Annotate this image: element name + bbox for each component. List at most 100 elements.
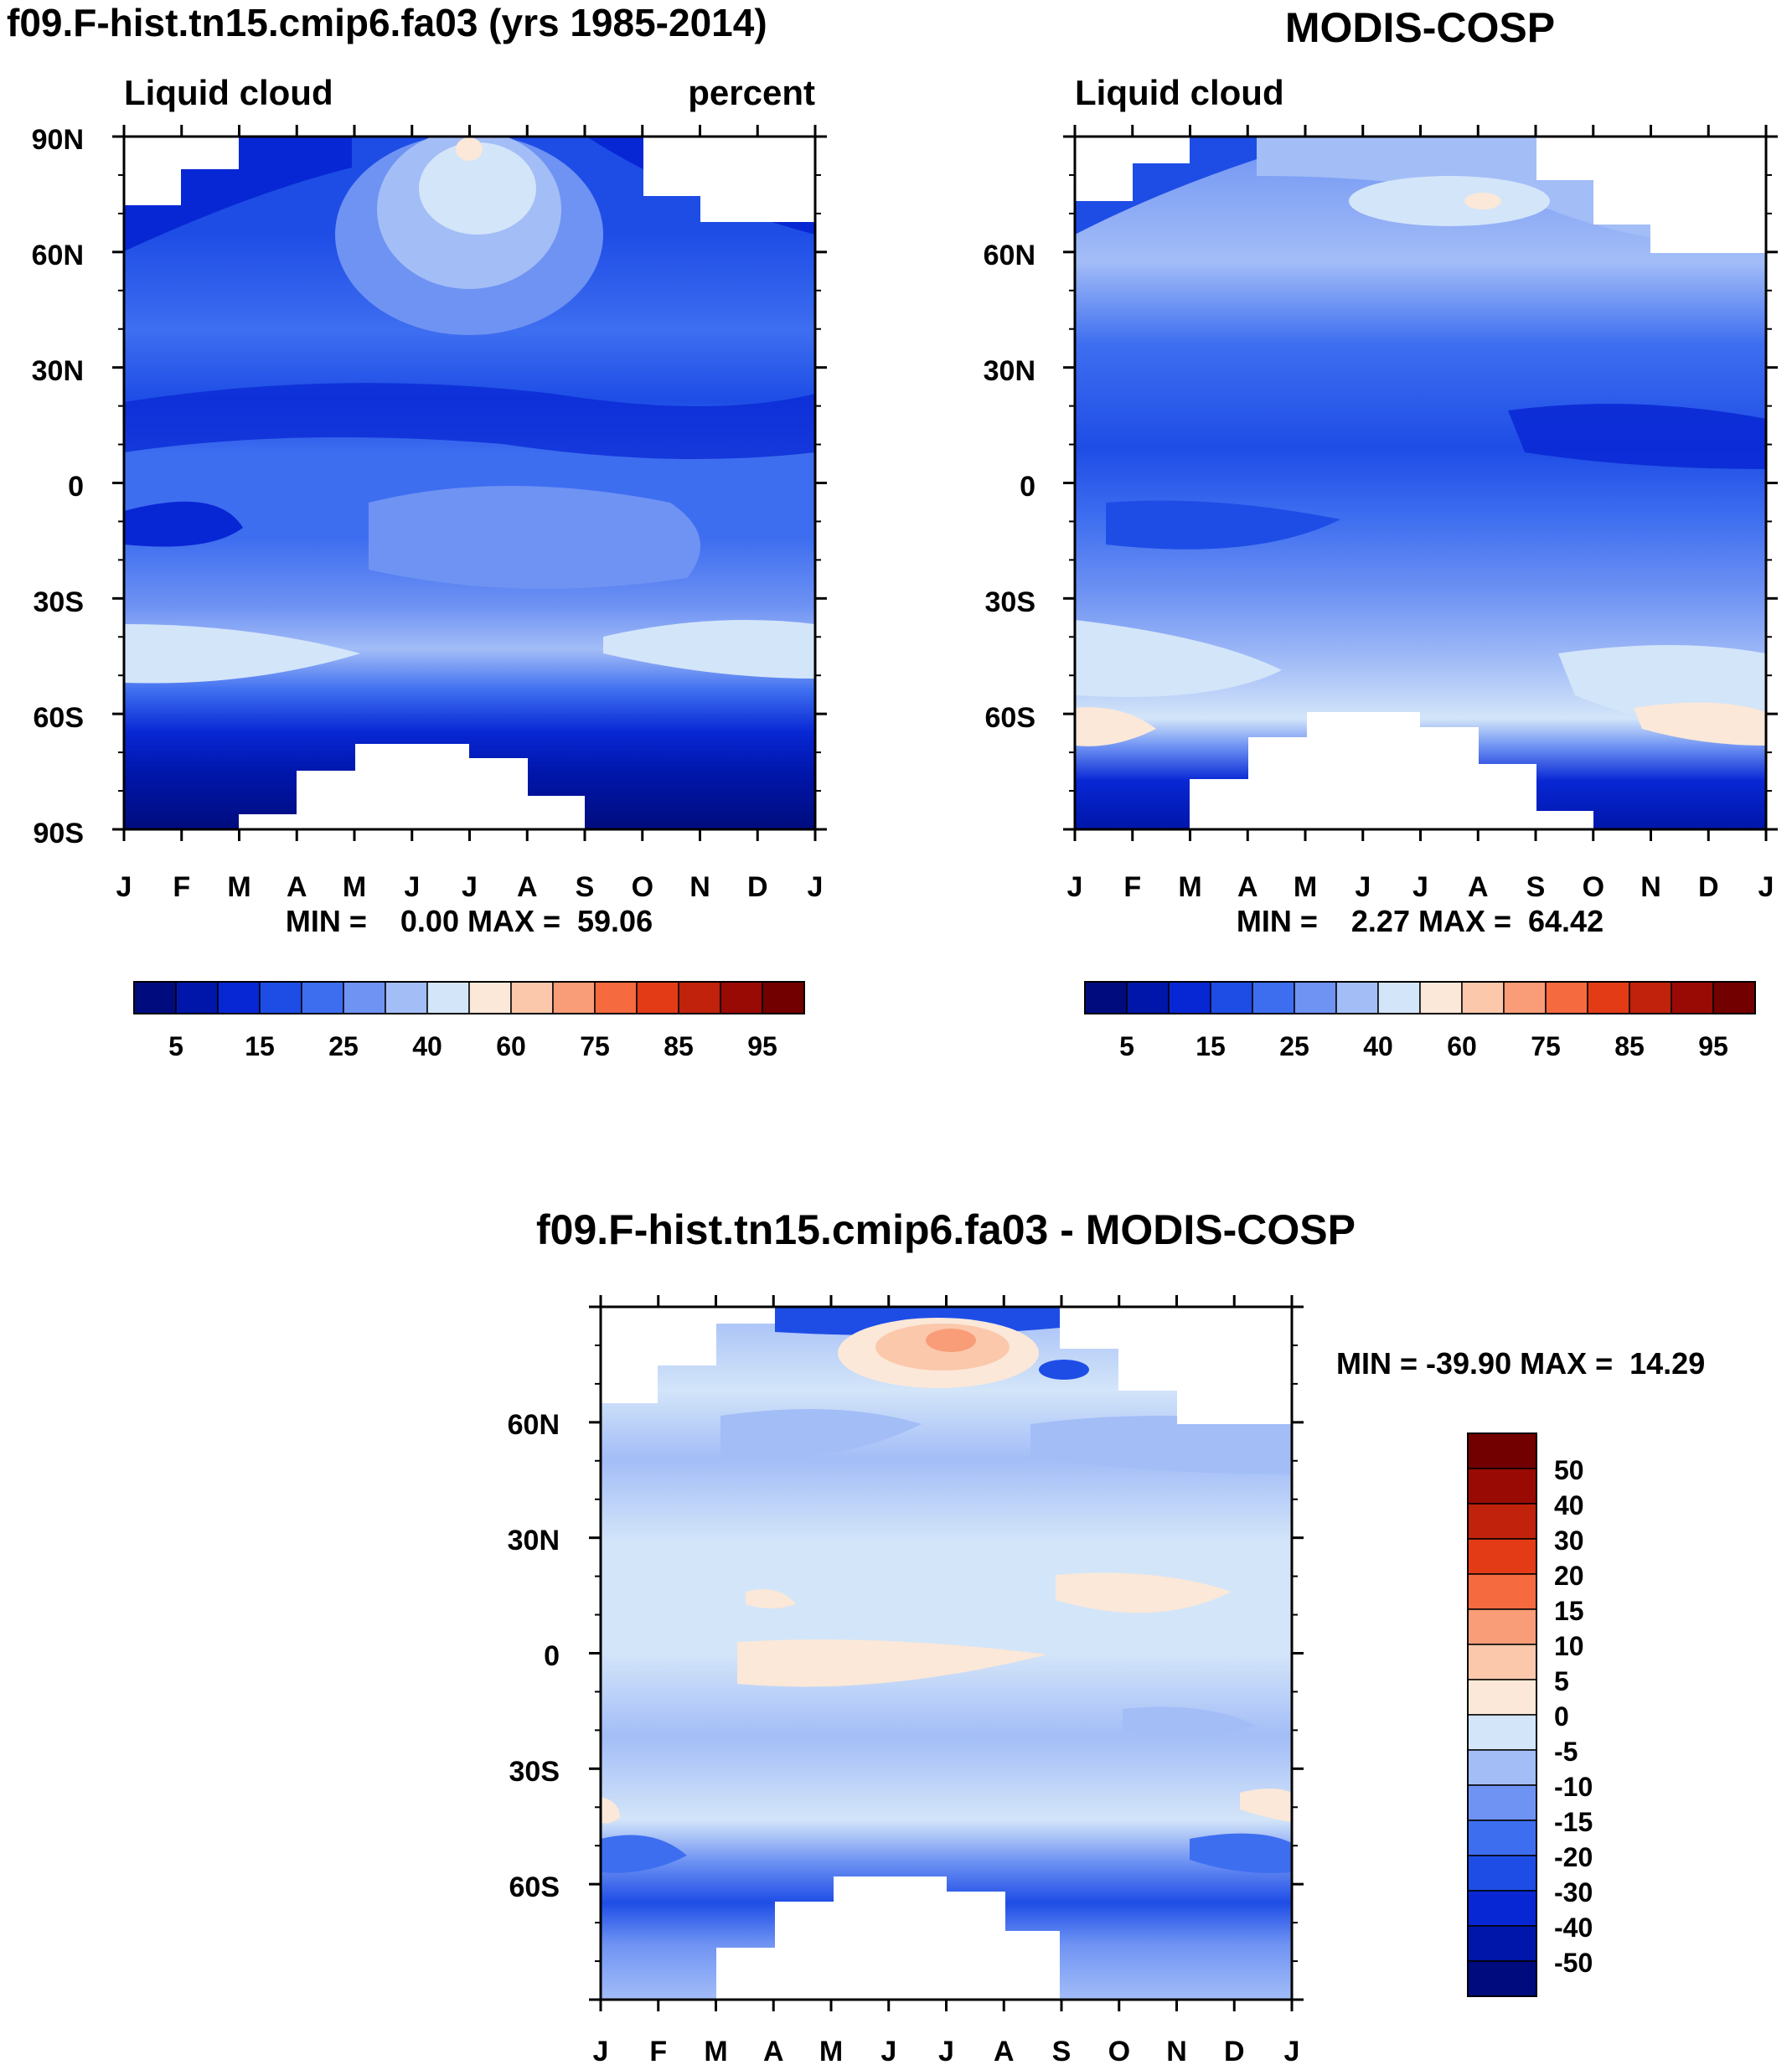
model-cbar-label: 25 <box>328 1031 359 1061</box>
model-cbar-label: 5 <box>168 1031 183 1061</box>
obs-cbar-label: 85 <box>1614 1031 1645 1061</box>
obs-x-tick: J <box>1412 871 1428 903</box>
diff-cbar-label: 5 <box>1554 1666 1569 1696</box>
diff-cbar-label: -50 <box>1554 1948 1593 1978</box>
obs-y-tick-0: 0 <box>1020 471 1035 503</box>
diff-cbar-label: -40 <box>1554 1913 1593 1943</box>
obs-x-tick: O <box>1583 871 1604 903</box>
model-ticks <box>112 125 827 841</box>
colorbar-box <box>1252 981 1295 1014</box>
colorbar-box <box>1467 1644 1537 1680</box>
diff-title: f09.F-hist.tn15.cmip6.fa03 - MODIS-COSP <box>536 1206 1356 1253</box>
obs-field <box>1075 137 1766 829</box>
colorbar-box <box>1467 1608 1537 1645</box>
diff-colorbar <box>1467 1432 1537 1997</box>
diff-x-tick: A <box>763 2036 784 2067</box>
model-cbar-label: 95 <box>747 1031 777 1061</box>
colorbar-box <box>1467 1784 1537 1821</box>
obs-cbar-label: 5 <box>1119 1031 1134 1061</box>
colorbar-box <box>594 981 638 1014</box>
model-cbar-label: 40 <box>412 1031 442 1061</box>
model-x-tick: N <box>689 871 710 903</box>
model-panel: f09.F-hist.tn15.cmip6.fa03 (yrs 1985-201… <box>7 1 827 1061</box>
diff-x-tick: N <box>1166 2036 1187 2067</box>
colorbar-box <box>1168 981 1211 1014</box>
diff-cbar-label: 50 <box>1554 1455 1584 1485</box>
colorbar-box <box>1467 1820 1537 1856</box>
model-cbar-label: 60 <box>496 1031 526 1061</box>
diff-field <box>601 1307 1292 2000</box>
obs-x-tick: D <box>1698 871 1719 903</box>
obs-x-tick: M <box>1294 871 1317 903</box>
colorbar-box <box>1126 981 1170 1014</box>
colorbar-box <box>259 981 302 1014</box>
model-colorbar <box>133 981 805 1014</box>
diff-cbar-label: 40 <box>1554 1490 1584 1520</box>
obs-x-tick: A <box>1468 871 1489 903</box>
colorbar-box <box>1467 1432 1537 1469</box>
colorbar-box <box>1419 981 1463 1014</box>
model-stats: MIN = 0.00 MAX = 59.06 <box>286 904 653 938</box>
diff-y-tick-60s: 60S <box>509 1871 560 1903</box>
diff-y-tick-30s: 30S <box>509 1756 560 1788</box>
observation-panel: MODIS-COSP Liquid cloud 60N 30N 0 30S 60… <box>984 4 1778 1061</box>
model-left-string: Liquid cloud <box>124 73 333 112</box>
model-field <box>124 137 815 829</box>
diff-x-tick: A <box>994 2036 1015 2067</box>
obs-cbar-label: 25 <box>1279 1031 1309 1061</box>
diff-cbar-label: -15 <box>1554 1807 1593 1837</box>
colorbar-box <box>1467 1714 1537 1751</box>
colorbar-box <box>1467 1573 1537 1610</box>
model-y-tick-30s: 30S <box>34 586 85 618</box>
colorbar-box <box>426 981 470 1014</box>
diff-x-tick: J <box>938 2036 954 2067</box>
obs-cbar-label: 95 <box>1698 1031 1728 1061</box>
colorbar-box <box>1712 981 1756 1014</box>
colorbar-box <box>468 981 512 1014</box>
diff-x-tick: M <box>819 2036 843 2067</box>
obs-x-tick: J <box>1355 871 1371 903</box>
model-x-tick: O <box>632 871 653 903</box>
diff-y-tick-60n: 60N <box>508 1409 560 1441</box>
diff-cbar-label: 20 <box>1554 1561 1584 1591</box>
obs-title: MODIS-COSP <box>1285 4 1555 51</box>
diff-x-tick: O <box>1108 2036 1130 2067</box>
model-y-tick-0: 0 <box>68 471 84 503</box>
model-x-tick: A <box>287 871 307 903</box>
colorbar-box <box>678 981 721 1014</box>
obs-stats: MIN = 2.27 MAX = 64.42 <box>1237 904 1604 938</box>
colorbar-box <box>636 981 679 1014</box>
model-cbar-label: 85 <box>664 1031 694 1061</box>
colorbar-box <box>1210 981 1253 1014</box>
colorbar-box <box>175 981 219 1014</box>
obs-colorbar <box>1084 981 1756 1014</box>
diff-cbar-label: -10 <box>1554 1772 1593 1802</box>
model-cbar-label: 75 <box>580 1031 610 1061</box>
diff-cbar-label: -5 <box>1554 1737 1578 1767</box>
obs-y-tick-60n: 60N <box>984 240 1035 271</box>
model-x-tick: M <box>227 871 250 903</box>
diff-ticks <box>589 1295 1304 2011</box>
colorbar-outline <box>133 981 805 1014</box>
diff-x-tick: S <box>1052 2036 1072 2067</box>
obs-x-tick: N <box>1640 871 1661 903</box>
model-x-tick: J <box>404 871 420 903</box>
model-x-tick: S <box>576 871 595 903</box>
diff-y-tick-0: 0 <box>544 1640 560 1672</box>
colorbar-box <box>1587 981 1630 1014</box>
obs-y-tick-30s: 30S <box>985 586 1036 618</box>
colorbar-box <box>1467 1960 1537 1997</box>
colorbar-box <box>1671 981 1714 1014</box>
colorbar-box <box>1629 981 1672 1014</box>
diff-x-tick: F <box>649 2036 667 2067</box>
colorbar-box <box>217 981 261 1014</box>
obs-y-tick-30n: 30N <box>984 355 1035 387</box>
diff-stats: MIN = -39.90 MAX = 14.29 <box>1336 1346 1705 1381</box>
colorbar-box <box>301 981 344 1014</box>
diff-x-tick: J <box>593 2036 609 2067</box>
obs-x-tick: S <box>1526 871 1546 903</box>
diff-cbar-label: -20 <box>1554 1842 1593 1872</box>
diff-x-tick: D <box>1224 2036 1245 2067</box>
colorbar-box <box>1545 981 1588 1014</box>
colorbar-box <box>552 981 596 1014</box>
